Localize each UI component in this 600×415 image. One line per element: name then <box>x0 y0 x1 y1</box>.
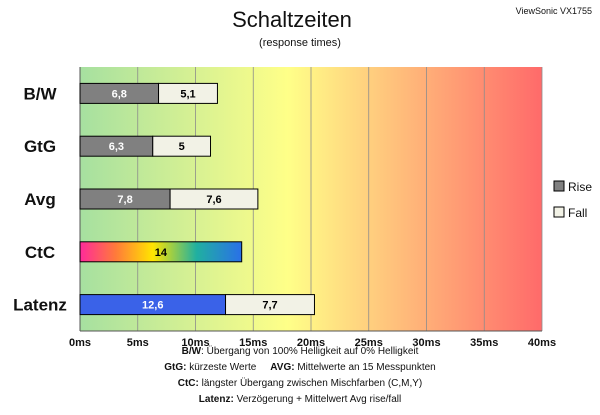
data-label-rise: 7,8 <box>117 194 132 206</box>
data-label-fall: 5 <box>179 141 185 153</box>
bars-group: 6,8 5,1 6,3 5 7,8 7,6 14 12,6 7,7 <box>79 82 315 316</box>
x-tick-label: 25ms <box>355 337 383 349</box>
data-label-fall: 5,1 <box>180 88 195 100</box>
chart-subtitle: (response times) <box>259 37 341 49</box>
x-tick-label: 10ms <box>181 337 209 349</box>
notes: B/W: Übergang von 100% Helligkeit auf 0%… <box>164 345 436 405</box>
category-label: GtG <box>24 137 56 156</box>
x-tick-label: 20ms <box>297 337 325 349</box>
legend-swatch-fall <box>553 206 565 218</box>
legend: Rise Fall <box>553 180 592 220</box>
legend-swatch-rise <box>553 180 565 192</box>
data-label-rise: 6,3 <box>109 141 124 153</box>
bar-fall <box>169 188 259 210</box>
data-label-fall: 7,7 <box>262 300 277 312</box>
x-tick-label: 15ms <box>239 337 267 349</box>
x-tick-label: 30ms <box>412 337 440 349</box>
data-label-fall: 7,6 <box>206 194 221 206</box>
bar-rise <box>79 241 243 263</box>
x-tick-label: 0ms <box>69 337 91 349</box>
chart-title: Schaltzeiten <box>232 7 352 32</box>
legend-label-fall: Fall <box>568 206 587 220</box>
brand-label: ViewSonic VX1755 <box>516 6 592 16</box>
category-label: CtC <box>25 243 55 262</box>
bar-fall <box>158 82 218 104</box>
category-label: Latenz <box>13 296 67 315</box>
note-ctc: CtC: längster Übergang zwischen Mischfar… <box>178 377 423 389</box>
x-tick-label: 5ms <box>127 337 149 349</box>
bar-fall <box>152 135 212 157</box>
legend-label-rise: Rise <box>568 180 592 194</box>
note-bw: B/W: Übergang von 100% Helligkeit auf 0%… <box>182 345 419 357</box>
note-latenz: Latenz: Verzögerung + Mittelwert Avg ris… <box>199 394 401 405</box>
note-gtg-avg: GtG: kürzeste Werte AVG: Mittelwerte an 1… <box>164 362 436 373</box>
x-tick-label: 35ms <box>470 337 498 349</box>
x-tick-label: 40ms <box>528 337 556 349</box>
category-label: B/W <box>23 84 57 103</box>
category-labels: B/W GtG Avg CtC Latenz <box>13 84 67 314</box>
data-label-rise: 6,8 <box>112 88 127 100</box>
category-label: Avg <box>24 190 56 209</box>
bar-fall <box>225 294 315 316</box>
x-tick-labels: 0ms 5ms 10ms 15ms 20ms 25ms 30ms 35ms 40ms <box>69 337 556 349</box>
data-label-rise: 14 <box>155 247 168 259</box>
data-label-rise: 12,6 <box>142 300 163 312</box>
